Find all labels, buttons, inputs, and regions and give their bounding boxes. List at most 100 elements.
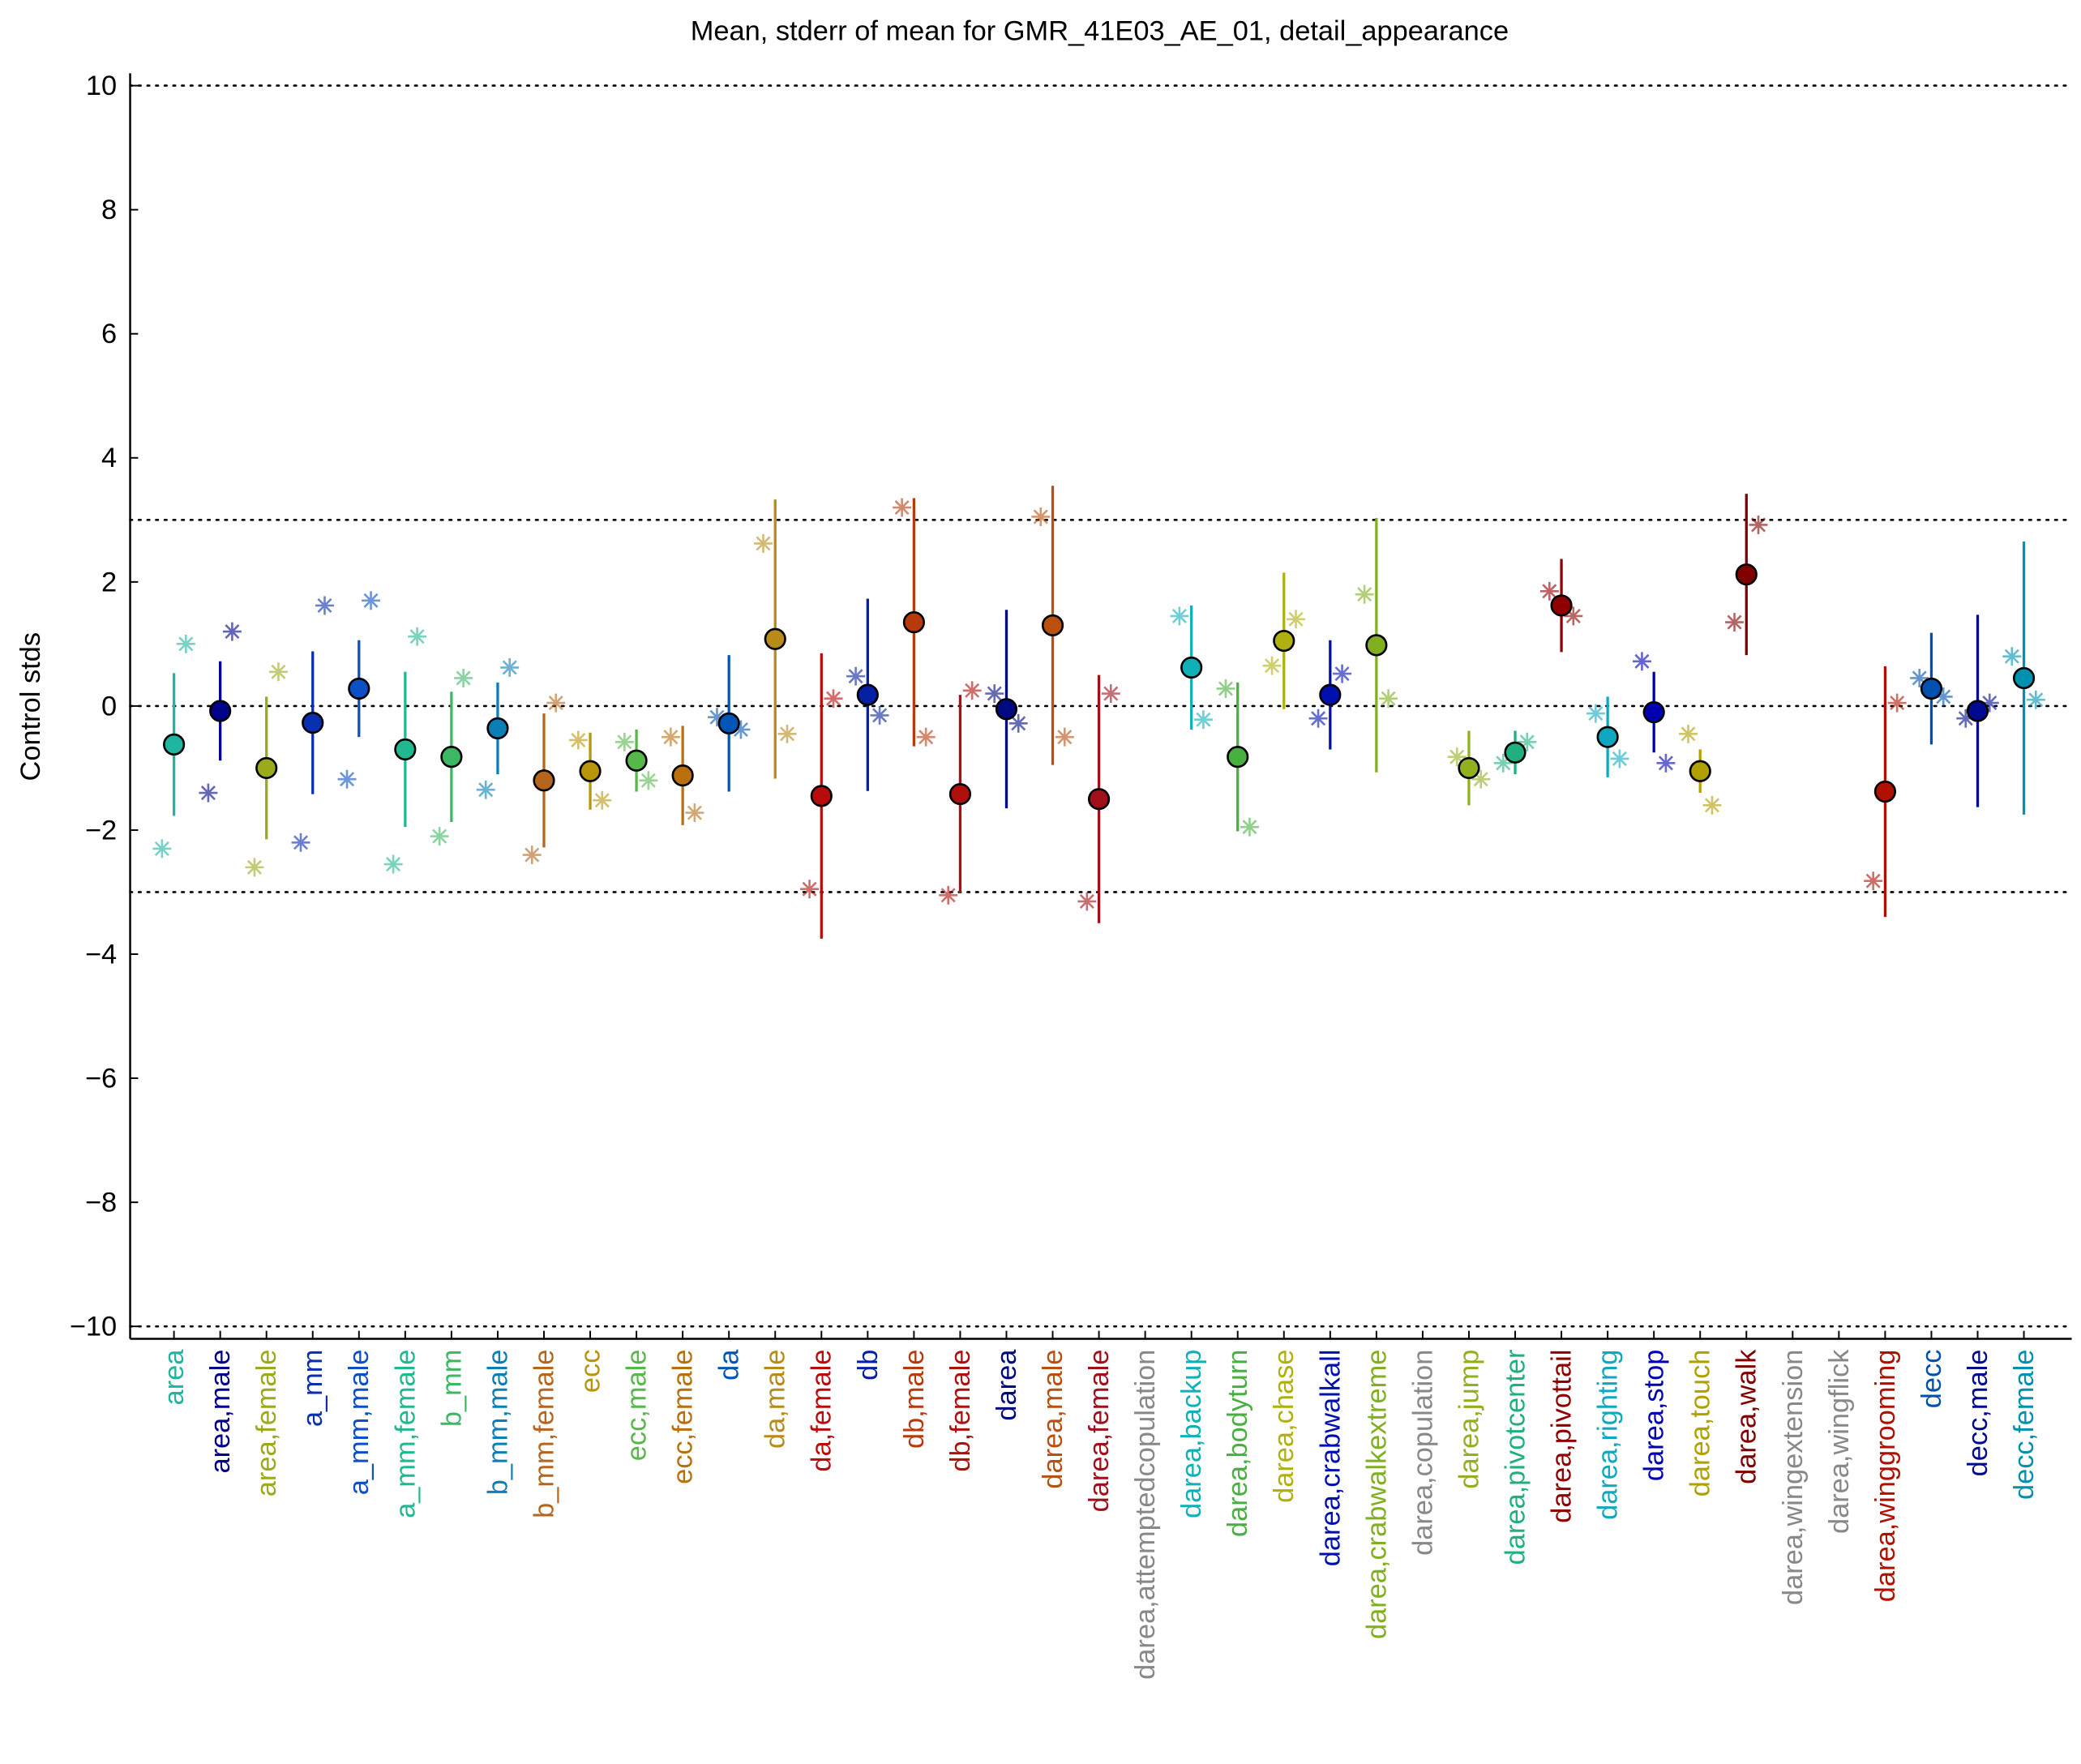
right-star-stroke [594, 793, 610, 808]
left-star-stroke [154, 841, 169, 856]
left-star-stroke [2004, 649, 2019, 664]
mean-marker [1458, 756, 1480, 780]
left-star-stroke [1033, 509, 1048, 524]
mean-marker [1365, 634, 1388, 657]
right-star-stroke [1334, 666, 1350, 682]
right-star [408, 627, 427, 646]
x-tick-label: darea,chase [1269, 1350, 1300, 1503]
left-star [1632, 652, 1651, 671]
left-star [614, 732, 634, 751]
x-tick-label: darea,jump [1454, 1350, 1484, 1489]
right-star [1101, 684, 1120, 704]
left-star [1170, 606, 1189, 626]
left-star [1077, 892, 1097, 911]
x-tick-label: darea,attemptedcopulation [1130, 1350, 1161, 1680]
mean-marker [255, 756, 278, 780]
x-tick-label: db [853, 1350, 884, 1381]
left-star [152, 839, 172, 858]
left-star-stroke [709, 709, 725, 725]
left-star-stroke [1311, 711, 1326, 726]
right-star-stroke [872, 708, 888, 723]
mean-marker [1966, 700, 1989, 722]
right-star-stroke [1890, 696, 1905, 711]
right-star-stroke [1103, 686, 1119, 701]
left-star [383, 854, 403, 874]
left-star-stroke [386, 857, 401, 872]
right-star-stroke [1242, 820, 1257, 835]
left-star-stroke [1449, 749, 1465, 764]
x-tick-label: darea,copulation [1407, 1350, 1438, 1556]
left-star [430, 827, 449, 846]
mean-marker [1873, 780, 1897, 803]
left-star [1493, 753, 1513, 773]
right-star [1702, 795, 1722, 815]
mean-marker [856, 683, 879, 706]
x-tick-label: darea,male [1038, 1350, 1068, 1489]
left-star [568, 730, 588, 750]
mean-marker [1273, 629, 1295, 653]
right-star [1749, 515, 1768, 534]
x-tick-label: darea,winggrooming [1870, 1350, 1901, 1603]
right-star [454, 668, 473, 687]
left-star [337, 769, 357, 789]
right-star [222, 622, 242, 641]
x-tick-label: darea,wingflick [1824, 1349, 1855, 1534]
right-star [962, 681, 982, 700]
x-tick-label: darea,touch [1685, 1350, 1716, 1497]
right-star [824, 689, 843, 709]
left-star-stroke [617, 734, 632, 750]
left-star-stroke [1727, 614, 1742, 630]
left-star-stroke [1681, 726, 1696, 742]
right-star-stroke [1704, 798, 1719, 813]
x-tick-label: ecc [576, 1350, 606, 1394]
right-star-stroke [271, 664, 286, 679]
mean-marker [2012, 666, 2036, 690]
left-star [754, 533, 773, 553]
left-star-stroke [478, 782, 494, 798]
x-tick-label: darea,righting [1593, 1350, 1624, 1520]
y-tick-label: 0 [101, 691, 117, 721]
right-star [1333, 664, 1352, 683]
right-star [1055, 727, 1074, 747]
right-star-stroke [965, 683, 980, 698]
left-star [800, 880, 820, 899]
left-star-stroke [1912, 670, 1927, 686]
left-star-stroke [1588, 706, 1604, 721]
mean-marker [995, 698, 1018, 721]
x-tick-label: darea,crabwalkall [1315, 1350, 1346, 1567]
left-star-stroke [1357, 587, 1372, 602]
right-star-stroke [456, 670, 471, 686]
left-star [1355, 584, 1374, 604]
right-star-stroke [1565, 608, 1581, 623]
x-tick-label: ecc,female [668, 1350, 699, 1484]
mean-marker [625, 749, 648, 772]
right-star-stroke [779, 726, 795, 742]
x-tick-label: da [714, 1349, 745, 1381]
x-tick-label: darea,bodyturn [1222, 1350, 1253, 1537]
y-tick-label: −4 [85, 939, 117, 970]
x-tick-label: darea,walk [1732, 1349, 1762, 1484]
right-star-stroke [1658, 756, 1673, 771]
right-star-stroke [178, 636, 194, 652]
mean-marker [1180, 656, 1203, 679]
x-tick-label: area [159, 1349, 190, 1406]
left-star [1031, 507, 1051, 526]
left-star [2002, 647, 2022, 666]
left-star-stroke [987, 686, 1002, 701]
right-star-stroke [1612, 751, 1627, 766]
right-star-stroke [1057, 730, 1073, 745]
mean-marker [348, 677, 370, 700]
right-star-stroke [825, 691, 841, 706]
left-star-stroke [1542, 584, 1557, 599]
right-star-stroke [918, 730, 934, 745]
mean-marker [810, 785, 833, 807]
left-star-stroke [1218, 681, 1234, 696]
x-tick-label: db,female [945, 1350, 976, 1472]
left-star-stroke [663, 730, 679, 745]
x-tick-label: darea [991, 1349, 1022, 1421]
x-tick-label: area,female [251, 1350, 282, 1497]
left-star-stroke [1865, 873, 1881, 888]
left-star-stroke [1171, 608, 1187, 623]
mean-marker [1227, 746, 1249, 769]
left-star [291, 833, 310, 852]
